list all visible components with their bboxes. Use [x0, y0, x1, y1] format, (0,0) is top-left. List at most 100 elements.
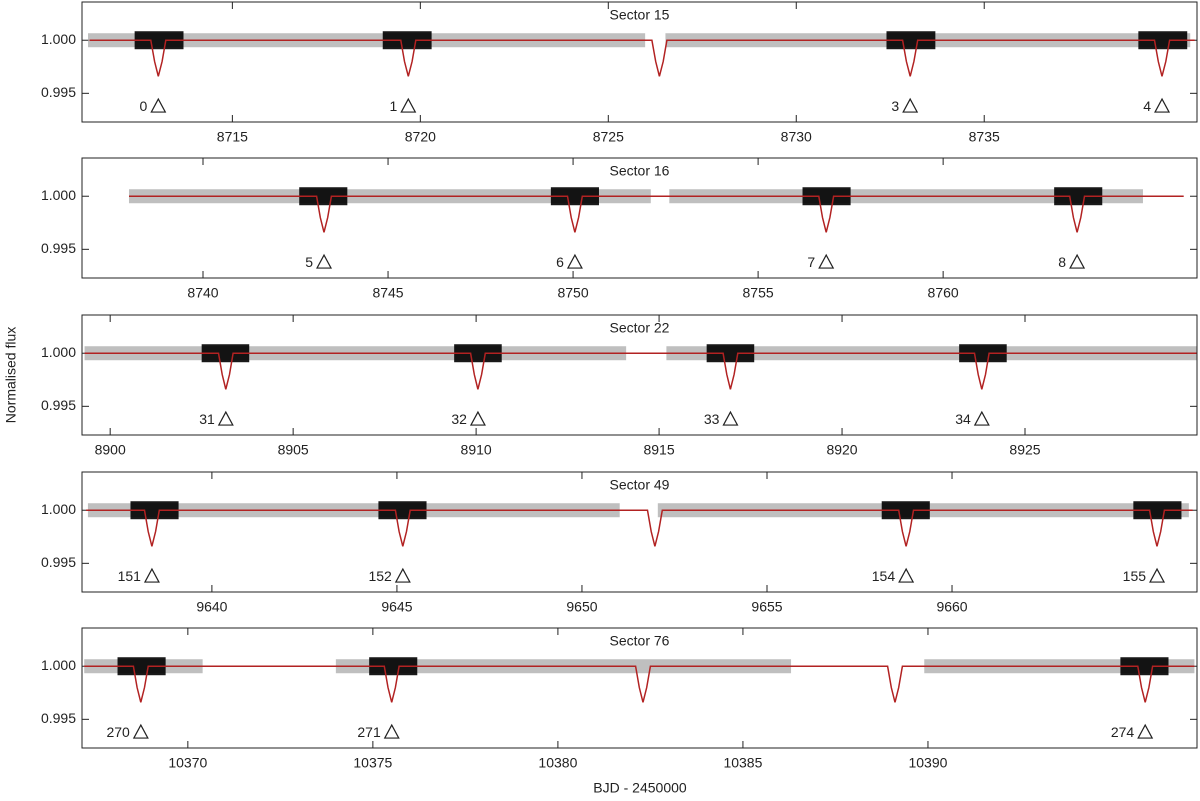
plot-frame — [81, 157, 1198, 279]
x-tick-label: 8740 — [187, 285, 218, 301]
data-band — [802, 187, 851, 206]
data-band — [886, 31, 936, 50]
transit-marker — [150, 97, 167, 113]
transit-label: 1 — [390, 98, 398, 114]
data-band — [959, 344, 1007, 363]
transit-label: 31 — [199, 411, 215, 427]
data-band — [134, 31, 184, 50]
transit-label: 6 — [556, 254, 564, 270]
panel-title: Sector 16 — [610, 163, 670, 179]
plot-frame — [81, 471, 1198, 593]
panel-title: Sector 76 — [610, 633, 670, 649]
transit-marker — [143, 567, 160, 583]
x-tick-label: 8745 — [372, 285, 403, 301]
data-band — [130, 501, 179, 520]
y-tick-label: 1.000 — [41, 657, 76, 673]
plot-frame — [81, 627, 1198, 749]
x-tick-label: 10390 — [908, 755, 947, 771]
model-line — [86, 509, 1193, 547]
transit-marker — [1069, 253, 1086, 269]
transit-marker — [1137, 723, 1154, 739]
transit-label: 270 — [106, 724, 130, 740]
transit-marker — [394, 567, 411, 583]
transit-marker — [722, 410, 739, 426]
transit-label: 154 — [872, 568, 896, 584]
x-tick-label: 8920 — [826, 442, 857, 458]
transit-marker — [566, 253, 583, 269]
transit-label: 274 — [1111, 724, 1135, 740]
x-tick-label: 8915 — [643, 442, 674, 458]
y-tick-label: 1.000 — [41, 344, 76, 360]
transit-label: 271 — [357, 724, 381, 740]
transit-marker — [316, 253, 333, 269]
transit-label: 155 — [1123, 568, 1147, 584]
transit-marker — [469, 410, 486, 426]
x-tick-label: 8905 — [278, 442, 309, 458]
data-band — [1138, 31, 1188, 50]
transit-marker — [1154, 97, 1171, 113]
x-axis-label: BJD - 2450000 — [593, 780, 687, 796]
transit-label: 152 — [368, 568, 392, 584]
data-band — [117, 657, 166, 676]
x-tick-label: 8730 — [781, 129, 812, 145]
x-tick-label: 9650 — [566, 599, 597, 615]
data-band — [454, 344, 502, 363]
data-band — [1054, 187, 1103, 206]
y-tick-label: 1.000 — [41, 501, 76, 517]
plot-frame — [81, 1, 1198, 123]
panel-title: Sector 22 — [610, 320, 670, 336]
x-tick-label: 10375 — [353, 755, 392, 771]
x-tick-label: 8720 — [405, 129, 436, 145]
panel-title: Sector 15 — [610, 7, 670, 23]
x-tick-label: 9645 — [381, 599, 412, 615]
x-tick-label: 10370 — [168, 755, 207, 771]
y-axis-label: Normalised flux — [3, 327, 19, 423]
transit-label: 4 — [1143, 98, 1151, 114]
data-band — [1120, 657, 1169, 676]
transit-label: 34 — [955, 411, 971, 427]
transit-marker — [383, 723, 400, 739]
data-band — [706, 344, 755, 363]
x-tick-label: 10385 — [723, 755, 762, 771]
y-tick-label: 0.995 — [41, 710, 76, 726]
x-tick-label: 8910 — [461, 442, 492, 458]
x-tick-label: 9640 — [196, 599, 227, 615]
model-line — [129, 195, 1184, 233]
data-band — [550, 187, 599, 206]
data-band — [1133, 501, 1182, 520]
plot-frame — [81, 314, 1198, 436]
transit-label: 8 — [1058, 254, 1066, 270]
y-tick-label: 0.995 — [41, 397, 76, 413]
transit-marker — [973, 410, 990, 426]
data-band — [369, 657, 418, 676]
data-band — [382, 31, 432, 50]
y-tick-label: 0.995 — [41, 554, 76, 570]
transit-label: 33 — [704, 411, 720, 427]
transit-label: 32 — [451, 411, 467, 427]
transit-label: 151 — [118, 568, 142, 584]
transit-marker — [898, 567, 915, 583]
x-tick-label: 10380 — [538, 755, 577, 771]
data-band — [201, 344, 250, 363]
transit-label: 7 — [807, 254, 815, 270]
model-line — [89, 39, 1195, 77]
x-tick-label: 8925 — [1009, 442, 1040, 458]
transit-marker — [400, 97, 417, 113]
transit-marker — [902, 97, 919, 113]
x-tick-label: 8725 — [593, 129, 624, 145]
data-band — [378, 501, 427, 520]
x-tick-label: 8755 — [743, 285, 774, 301]
x-tick-label: 8735 — [969, 129, 1000, 145]
x-tick-label: 8760 — [928, 285, 959, 301]
transit-marker — [1149, 567, 1166, 583]
x-tick-label: 8715 — [217, 129, 248, 145]
y-tick-label: 1.000 — [41, 31, 76, 47]
transit-marker — [132, 723, 149, 739]
y-tick-label: 1.000 — [41, 187, 76, 203]
model-line — [84, 665, 1195, 703]
x-tick-label: 8900 — [95, 442, 126, 458]
x-tick-label: 8750 — [557, 285, 588, 301]
panel-title: Sector 49 — [610, 477, 670, 493]
x-tick-label: 9655 — [751, 599, 782, 615]
